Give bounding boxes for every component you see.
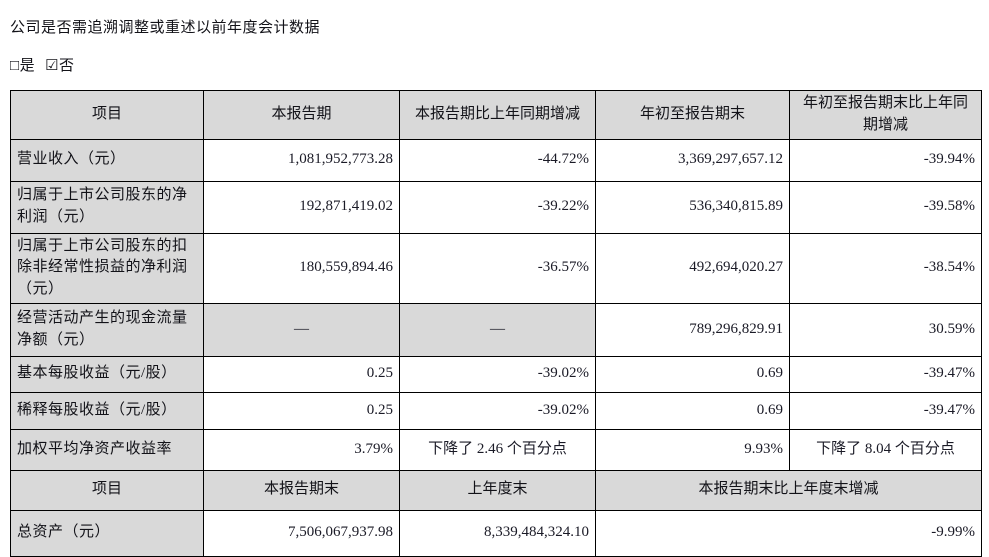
value-cell: 0.69 — [595, 391, 790, 430]
value-cell: -39.47% — [789, 391, 982, 430]
option-no: ☑否 — [45, 58, 74, 74]
value-cell: 0.25 — [203, 391, 400, 430]
value-cell: -36.57% — [399, 232, 596, 304]
table-header-row: 项目 本报告期 本报告期比上年同期增减 年初至报告期末 年初至报告期末比上年同期增减 — [10, 90, 982, 140]
value-cell: -38.54% — [789, 232, 982, 304]
value-cell: -39.22% — [399, 180, 596, 234]
header-cell: 本报告期 — [203, 90, 400, 140]
table-row: 营业收入（元） 1,081,952,773.28 -44.72% 3,369,297,… — [10, 138, 982, 182]
financial-summary-table: 项目 本报告期 本报告期比上年同期增减 年初至报告期末 年初至报告期末比上年同期增减 营业… — [10, 90, 982, 557]
header-cell: 本报告期末 — [203, 469, 400, 511]
table-body: 项目 本报告期 本报告期比上年同期增减 年初至报告期末 年初至报告期末比上年同期增减 营业… — [10, 90, 982, 557]
value-cell: 8,339,484,324.10 — [399, 509, 596, 557]
value-cell: 180,559,894.46 — [203, 232, 400, 304]
value-cell: -39.02% — [399, 355, 596, 393]
item-label-cell: 归属于上市公司股东的扣除非经常性损益的净利润（元） — [10, 232, 204, 304]
value-cell: -39.58% — [789, 180, 982, 234]
value-cell: 1,081,952,773.28 — [203, 138, 400, 182]
value-cell: 3.79% — [203, 428, 400, 471]
item-label-cell: 基本每股收益（元/股） — [10, 355, 204, 393]
checkbox-unchecked-icon: □ — [10, 58, 20, 74]
question-text: 公司是否需追溯调整或重述以前年度会计数据 — [10, 20, 321, 36]
checkbox-checked-icon: ☑ — [45, 58, 60, 74]
value-cell: 下降了 8.04 个百分点 — [789, 428, 982, 471]
value-cell: 536,340,815.89 — [595, 180, 790, 234]
item-label-cell: 加权平均净资产收益率 — [10, 428, 204, 471]
value-cell: -39.02% — [399, 391, 596, 430]
option-no-label: 否 — [59, 58, 75, 74]
header-cell: 项目 — [10, 469, 204, 511]
item-label-cell: 总资产（元） — [10, 509, 204, 557]
table-row: 总资产（元） 7,506,067,937.98 8,339,484,324.10 -9… — [10, 509, 982, 557]
value-cell: 0.69 — [595, 355, 790, 393]
value-cell: 789,296,829.91 — [595, 302, 790, 357]
value-cell: -44.72% — [399, 138, 596, 182]
item-label-cell: 归属于上市公司股东的净利润（元） — [10, 180, 204, 234]
table-header-row: 项目 本报告期末 上年度末 本报告期末比上年度末增减 — [10, 469, 982, 511]
header-cell: 上年度末 — [399, 469, 596, 511]
value-cell: -39.94% — [789, 138, 982, 182]
option-yes: □是 — [10, 58, 35, 74]
table-row: 加权平均净资产收益率 3.79% 下降了 2.46 个百分点 9.93% 下降了 8.0… — [10, 428, 982, 471]
value-cell: 192,871,419.02 — [203, 180, 400, 234]
value-cell: 0.25 — [203, 355, 400, 393]
value-cell: -9.99% — [595, 509, 982, 557]
value-cell: 30.59% — [789, 302, 982, 357]
value-cell: -39.47% — [789, 355, 982, 393]
item-label-cell: 营业收入（元） — [10, 138, 204, 182]
value-cell: 7,506,067,937.98 — [203, 509, 400, 557]
value-cell: 492,694,020.27 — [595, 232, 790, 304]
value-cell: 3,369,297,657.12 — [595, 138, 790, 182]
header-cell: 项目 — [10, 90, 204, 140]
value-cell: — — [399, 302, 596, 357]
table-row: 稀释每股收益（元/股） 0.25 -39.02% 0.69 -39.47% — [10, 391, 982, 430]
option-yes-label: 是 — [19, 58, 36, 74]
table-row: 归属于上市公司股东的扣除非经常性损益的净利润（元） 180,559,894.46-… — [10, 232, 982, 304]
value-cell: 9.93% — [595, 428, 790, 471]
checkbox-line: □是 ☑否 — [10, 54, 981, 75]
value-cell: — — [203, 302, 400, 357]
item-label-cell: 经营活动产生的现金流量净额（元） — [10, 302, 204, 357]
item-label-cell: 稀释每股收益（元/股） — [10, 391, 204, 430]
table-row: 归属于上市公司股东的净利润（元） 192,871,419.02 -39.22% 536… — [10, 180, 982, 234]
table-row: 经营活动产生的现金流量净额（元） — —789,296,829.91 30.59% — [10, 302, 982, 357]
header-cell: 本报告期比上年同期增减 — [399, 90, 596, 140]
value-cell: 下降了 2.46 个百分点 — [399, 428, 596, 471]
header-cell: 年初至报告期末 — [595, 90, 790, 140]
table-row: 基本每股收益（元/股） 0.25 -39.02% 0.69 -39.47% — [10, 355, 982, 393]
header-cell: 本报告期末比上年度末增减 — [595, 469, 982, 511]
header-cell: 年初至报告期末比上年同期增减 — [789, 90, 982, 140]
